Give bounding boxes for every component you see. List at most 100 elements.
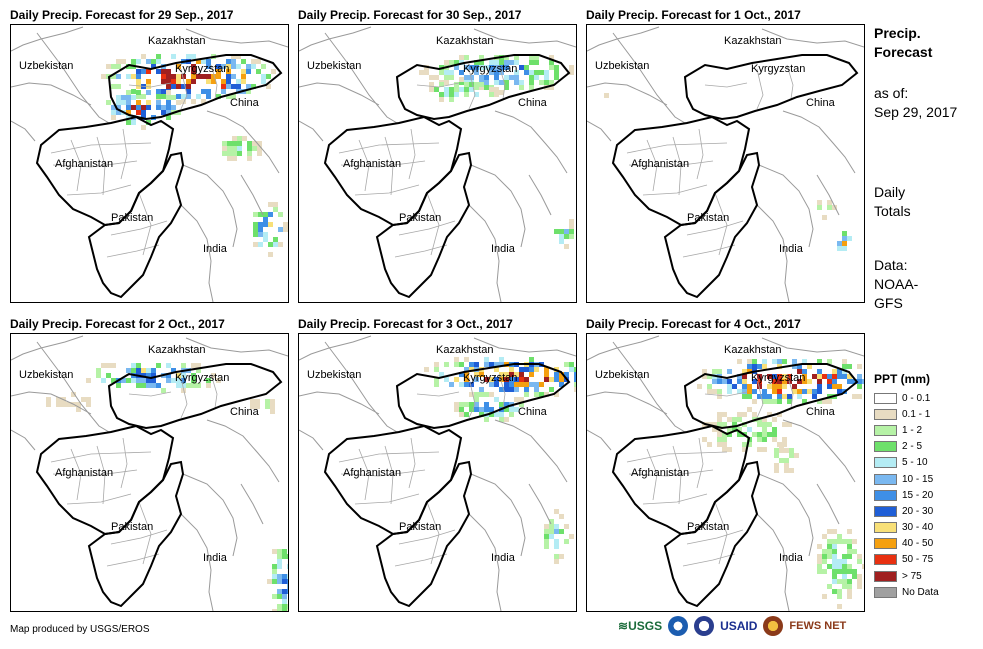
label-pakistan: Pakistan (111, 212, 154, 224)
province-border (696, 437, 704, 489)
province-border (416, 82, 460, 88)
data-line2: NOAA- (874, 276, 919, 292)
panel-title: Daily Precip. Forecast for 29 Sep., 2017 (10, 8, 234, 22)
province-border (714, 192, 728, 256)
forecast-panel-2: Daily Precip. Forecast for 30 Sep., 2017… (298, 8, 588, 308)
central-asia-outline (683, 363, 859, 430)
province-border (398, 529, 456, 545)
precip-cells (101, 54, 288, 257)
fewsnet-globe-icon (763, 616, 784, 636)
province-border (180, 68, 188, 110)
country-border (11, 335, 84, 361)
label-china: China (518, 406, 547, 418)
province-border (426, 192, 440, 256)
country-border (528, 174, 552, 216)
daily-line2: Totals (874, 203, 911, 219)
province-border (106, 244, 160, 258)
usaid-seal-icon (694, 616, 715, 636)
province-border (704, 82, 748, 88)
province-border (128, 82, 172, 88)
country-border (299, 335, 372, 361)
country-border (473, 337, 576, 357)
noaa-seal-icon (668, 616, 689, 636)
legend-label: > 75 (902, 570, 922, 582)
legend-swatch (874, 489, 897, 501)
label-kazakhstan: Kazakhstan (724, 344, 782, 356)
legend-item: 2 - 5 (874, 439, 939, 455)
precip-cells (424, 357, 576, 564)
data-source-note: Data: NOAA- GFS (874, 256, 918, 313)
usaid-logo: USAID (720, 619, 758, 633)
forecast-panel-5: Daily Precip. Forecast for 3 Oct., 2017 … (298, 317, 588, 617)
country-border (182, 164, 238, 248)
province-border (626, 451, 728, 463)
label-pakistan: Pakistan (399, 212, 442, 224)
country-border (612, 32, 686, 124)
label-india: India (779, 552, 803, 564)
legend-swatch (874, 538, 897, 550)
country-border (324, 32, 398, 124)
label-uzbekistan: Uzbekistan (595, 60, 650, 72)
province-border (210, 373, 218, 409)
country-border (206, 110, 280, 174)
province-border (52, 469, 138, 477)
province-border (50, 142, 152, 154)
country-border (758, 473, 814, 557)
country-border (299, 391, 380, 415)
label-china: China (806, 97, 835, 109)
label-afghanistan: Afghanistan (343, 467, 402, 479)
country-border (36, 341, 110, 433)
province-border (354, 184, 420, 196)
legend-item: 5 - 10 (874, 455, 939, 471)
country-border (587, 335, 660, 361)
country-border (206, 419, 280, 483)
label-pakistan: Pakistan (111, 521, 154, 533)
legend-item: No Data (874, 584, 939, 600)
province-border (120, 128, 128, 180)
precip-map-svg (11, 335, 288, 611)
central-asia-outline (395, 54, 571, 121)
legend-label: 40 - 50 (902, 538, 934, 550)
label-uzbekistan: Uzbekistan (307, 369, 362, 381)
country-border (240, 174, 264, 216)
province-border (628, 469, 714, 477)
panel-title: Daily Precip. Forecast for 30 Sep., 2017 (298, 8, 522, 22)
label-afghanistan: Afghanistan (343, 158, 402, 170)
legend-label: 0.1 - 1 (902, 408, 931, 420)
country-border (468, 513, 502, 611)
label-kyrgyzstan: Kyrgyzstan (463, 63, 518, 75)
precip-map-svg (587, 26, 864, 302)
legend-swatch (874, 441, 897, 453)
map-frame: Kazakhstan Uzbekistan Kyrgyzstan China Afgha… (298, 24, 577, 303)
forecast-panel-6: Daily Precip. Forecast for 4 Oct., 2017 … (586, 317, 876, 617)
pakistan-outline (663, 151, 761, 299)
label-pakistan: Pakistan (687, 212, 730, 224)
map-frame: Kazakhstan Uzbekistan Kyrgyzstan China Afgha… (10, 24, 289, 303)
legend-item: 30 - 40 (874, 520, 939, 536)
country-border (180, 204, 214, 302)
label-india: India (491, 243, 515, 255)
logo-strip: ≋USGS USAID FEWS NET (618, 616, 846, 636)
province-border (340, 469, 426, 477)
province-border (210, 64, 218, 100)
province-border (682, 553, 736, 567)
province-border (786, 373, 794, 409)
legend-item: 20 - 30 (874, 503, 939, 519)
country-border (587, 82, 668, 106)
country-border (180, 513, 214, 611)
precip-cells (419, 55, 574, 249)
label-kazakhstan: Kazakhstan (724, 35, 782, 47)
label-india: India (779, 243, 803, 255)
country-border (470, 164, 526, 248)
province-border (704, 391, 748, 397)
daily-line1: Daily (874, 184, 906, 200)
province-border (340, 160, 426, 168)
province-border (354, 493, 420, 505)
sidebar-title-line2: Forecast (874, 44, 933, 60)
country-border (587, 429, 612, 451)
central-asia-outline (395, 363, 571, 430)
country-border (185, 28, 288, 48)
label-china: China (518, 97, 547, 109)
pakistan-outline (375, 460, 473, 608)
country-border (816, 483, 840, 525)
